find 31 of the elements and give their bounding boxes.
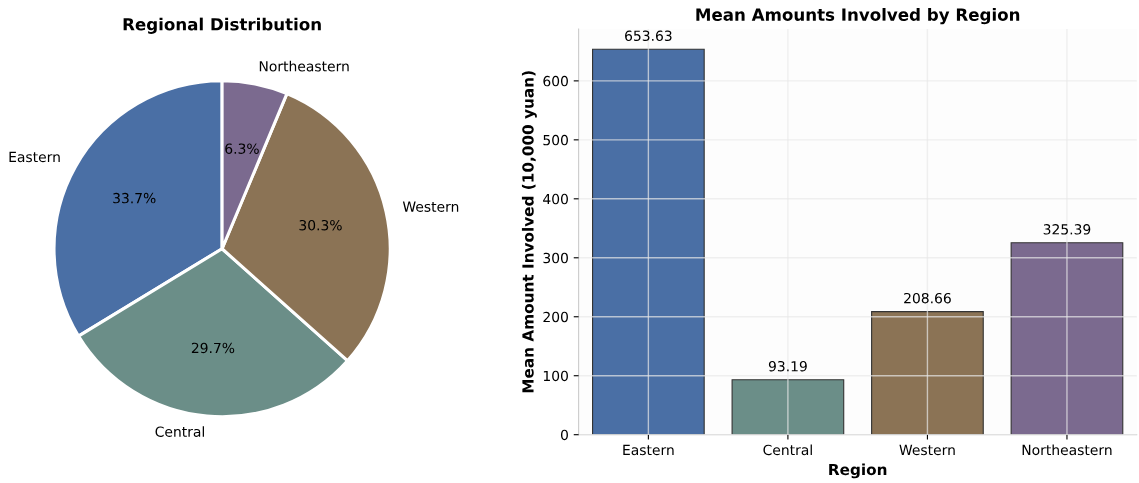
- data-label: 29.7%: [191, 342, 235, 354]
- y-tick-label: 500: [543, 134, 568, 146]
- bar: [731, 379, 845, 435]
- slice-label: Central: [155, 426, 204, 437]
- x-axis-title: Region: [829, 463, 887, 479]
- data-label: 33.7%: [113, 192, 156, 204]
- y-tick-label: 400: [543, 193, 568, 205]
- data-label: 325.39: [1043, 224, 1091, 235]
- data-label: 30.3%: [299, 219, 342, 231]
- slice-label: Northeastern: [259, 60, 349, 72]
- data-label: 208.66: [904, 292, 951, 304]
- x-tick-label: Central: [763, 444, 812, 456]
- slice-label: Eastern: [9, 151, 60, 163]
- data-label: 6.3%: [225, 143, 259, 154]
- bar: [871, 311, 984, 435]
- bar: [592, 48, 705, 435]
- slice-label: Western: [402, 201, 459, 212]
- y-tick-label: 100: [543, 370, 568, 382]
- chart-title: Regional Distribution: [123, 17, 321, 34]
- y-axis-title: Mean Amount Involved (10,000 yuan): [521, 71, 537, 393]
- data-label: 653.63: [625, 30, 672, 41]
- bar: [1010, 242, 1124, 435]
- x-tick-label: Northeastern: [1022, 444, 1112, 456]
- y-tick-label: 600: [543, 75, 568, 87]
- y-tick-label: 300: [543, 252, 568, 264]
- y-tick-label: 0: [560, 429, 568, 441]
- x-tick-label: Eastern: [623, 444, 674, 456]
- x-tick-label: Western: [899, 444, 955, 456]
- data-label: 93.19: [768, 360, 807, 372]
- chart-title: Mean Amounts Involved by Region: [696, 7, 1020, 25]
- y-tick-label: 200: [543, 311, 568, 323]
